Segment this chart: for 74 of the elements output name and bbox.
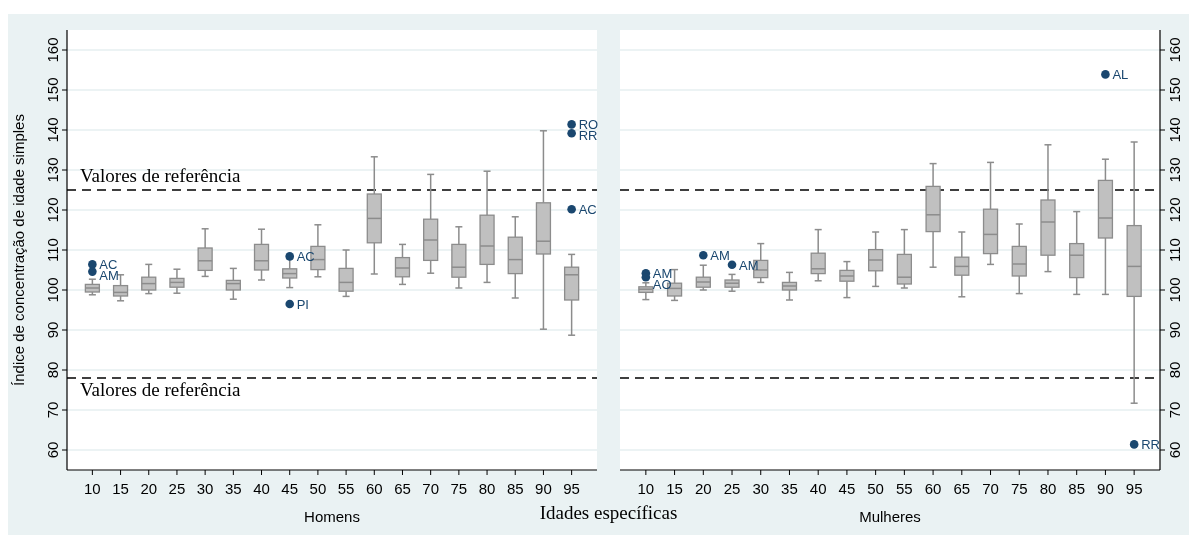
x-tick-label: 20 bbox=[694, 480, 712, 497]
x-tick-label: 65 bbox=[394, 480, 411, 497]
annotation: PI bbox=[296, 297, 310, 312]
x-tick-label: 15 bbox=[666, 480, 683, 497]
annotation: AM bbox=[739, 257, 759, 273]
x-tick-label: 40 bbox=[809, 480, 827, 497]
annotation: AC bbox=[578, 202, 597, 218]
y-tick-label: 100 bbox=[44, 277, 61, 303]
annotation: AC bbox=[296, 249, 315, 265]
x-tick-label: 25 bbox=[723, 480, 741, 497]
y-tick-label: 110 bbox=[44, 238, 61, 262]
y-tick-label: 150 bbox=[1166, 77, 1183, 103]
x-tick-label: 70 bbox=[422, 480, 440, 497]
y-tick-label: 140 bbox=[44, 117, 61, 143]
y-tick-label: 130 bbox=[1166, 157, 1183, 183]
x-tick-label: 20 bbox=[140, 480, 158, 497]
x-axis-title: Homens bbox=[304, 508, 360, 525]
y-tick-label: 70 bbox=[1166, 401, 1183, 419]
annotation: AL bbox=[1112, 67, 1129, 83]
y-tick-label: 160 bbox=[44, 37, 61, 63]
ref-line-label: Valores de referência bbox=[80, 165, 241, 186]
annotation: RR bbox=[578, 128, 598, 144]
x-tick-label: 80 bbox=[478, 480, 496, 497]
x-tick-label: 40 bbox=[253, 480, 270, 497]
x-tick-label: 50 bbox=[309, 480, 327, 497]
y-tick-label: 60 bbox=[1166, 441, 1183, 459]
annotation: RR bbox=[1141, 437, 1160, 453]
x-axis-title: Mulheres bbox=[859, 508, 921, 525]
x-tick-label: 10 bbox=[637, 480, 655, 497]
x-tick-label: 55 bbox=[337, 480, 355, 497]
x-tick-label: 75 bbox=[1010, 480, 1028, 497]
ref-line-label: Valores de referência bbox=[80, 379, 241, 400]
x-tick-label: 15 bbox=[112, 480, 129, 497]
y-tick-label: 60 bbox=[44, 441, 61, 459]
y-tick-label: 160 bbox=[1166, 37, 1183, 63]
annotation: AM bbox=[710, 248, 730, 264]
text: Idades específicas bbox=[539, 502, 678, 523]
x-tick-label: 55 bbox=[896, 480, 913, 497]
y-axis-title: Índice de concentração de idade simples bbox=[10, 114, 27, 386]
y-tick-label: 90 bbox=[1166, 321, 1183, 339]
x-tick-label: 35 bbox=[224, 480, 242, 497]
x-tick-label: 30 bbox=[196, 480, 214, 497]
x-tick-label: 75 bbox=[450, 480, 468, 497]
x-tick-label: 45 bbox=[281, 480, 299, 497]
y-tick-label: 120 bbox=[1166, 197, 1183, 223]
x-tick-label: 90 bbox=[1097, 480, 1114, 497]
x-tick-label: 95 bbox=[563, 480, 580, 497]
annotation: AO bbox=[652, 277, 672, 293]
y-tick-label: 80 bbox=[1166, 361, 1183, 379]
x-tick-label: 60 bbox=[365, 480, 383, 497]
x-tick-label: 60 bbox=[924, 480, 942, 497]
y-tick-label: 120 bbox=[44, 197, 61, 223]
y-tick-label: 140 bbox=[1166, 117, 1183, 143]
x-tick-label: 25 bbox=[168, 480, 186, 497]
x-tick-label: 90 bbox=[535, 480, 552, 497]
y-tick-label: 70 bbox=[44, 401, 61, 419]
x-tick-label: 85 bbox=[1068, 480, 1086, 497]
y-tick-label: 130 bbox=[44, 157, 61, 183]
y-tick-label: 110 bbox=[1166, 238, 1183, 262]
x-tick-label: 85 bbox=[506, 480, 524, 497]
y-tick-label: 80 bbox=[44, 361, 61, 379]
annotation: AM bbox=[99, 268, 119, 284]
x-tick-label: 95 bbox=[1125, 480, 1143, 497]
x-tick-label: 30 bbox=[752, 480, 770, 497]
y-tick-label: 150 bbox=[44, 77, 61, 103]
x-tick-label: 80 bbox=[1039, 480, 1057, 497]
x-tick-label: 50 bbox=[867, 480, 884, 497]
y-tick-label: 90 bbox=[44, 321, 61, 339]
x-tick-label: 10 bbox=[84, 480, 101, 497]
x-tick-label: 35 bbox=[781, 480, 798, 497]
x-tick-label: 45 bbox=[838, 480, 856, 497]
y-tick-label: 100 bbox=[1166, 277, 1183, 303]
x-tick-label: 70 bbox=[982, 480, 999, 497]
x-tick-label: 65 bbox=[953, 480, 971, 497]
